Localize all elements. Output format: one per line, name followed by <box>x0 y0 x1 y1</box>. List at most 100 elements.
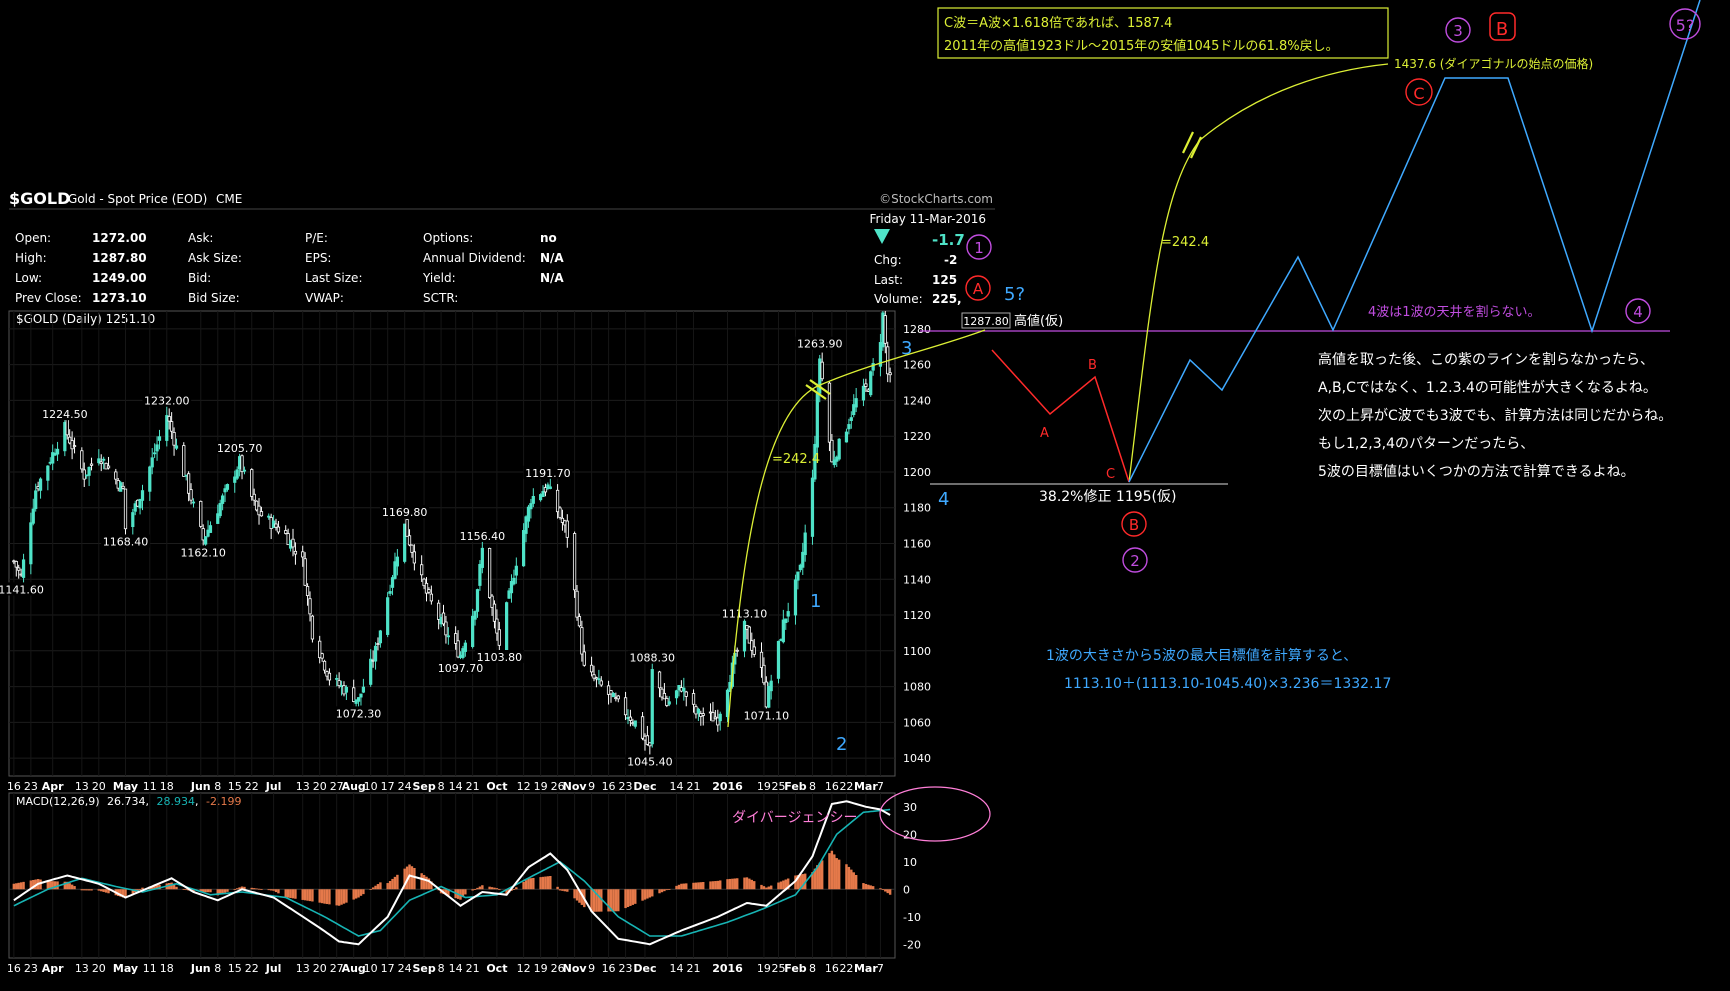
x-tick-label: 14 <box>449 780 463 793</box>
x-tick-label: 10 <box>364 780 378 793</box>
candle-body <box>174 445 179 449</box>
macd-hist-bar <box>786 878 790 890</box>
candle-body <box>337 680 341 687</box>
macd-hist-bar <box>124 889 127 899</box>
svg-text:2: 2 <box>1130 552 1140 570</box>
macd-hist-bar <box>847 866 851 890</box>
candle-body <box>140 490 145 501</box>
macd-hist-bar <box>813 868 817 890</box>
x-tick-label: 23 <box>619 962 633 975</box>
macd-hist-bar <box>867 884 870 890</box>
volume-label: Volume: <box>874 292 923 306</box>
macd-hist-bar <box>641 889 644 901</box>
macd-hist-bar <box>760 884 763 890</box>
y-tick-label: 1200 <box>903 466 931 479</box>
x-tick-label: 18 <box>160 780 174 793</box>
x-tick-label: Oct <box>486 780 507 793</box>
macd-hist-bar <box>580 889 584 905</box>
candle-body <box>150 457 154 468</box>
macd-hist-bar <box>665 889 669 891</box>
candle-body <box>320 653 324 659</box>
macd-hist-bar <box>498 889 501 891</box>
candle-body <box>427 589 431 593</box>
candle-body <box>38 478 43 491</box>
x-tick-label: Mar <box>854 962 878 975</box>
price-label: 1088.30 <box>630 652 676 665</box>
price-label-bg <box>741 708 791 722</box>
price-label-bg <box>625 754 675 768</box>
candle-body <box>121 485 125 489</box>
macd-hist-bar <box>748 878 751 890</box>
candle-body <box>606 685 611 695</box>
circle-label-3: 3 <box>1445 17 1471 43</box>
x-tick-label: Jul <box>265 962 282 975</box>
x-tick-label: Apr <box>42 780 64 793</box>
candle-body <box>762 664 766 684</box>
macd-hist-bar <box>631 889 635 905</box>
candle-body <box>393 561 397 579</box>
price-label-bg <box>474 650 524 664</box>
macd-hist-bar <box>286 889 290 898</box>
candle-body <box>276 526 281 533</box>
macd-hist-bar <box>49 881 52 890</box>
svg-text:B: B <box>1129 516 1139 534</box>
quote-key: Bid Size: <box>188 291 240 305</box>
macd-hist-bar <box>240 886 244 890</box>
svg-text:4: 4 <box>1633 303 1643 321</box>
candle-body <box>878 342 883 367</box>
candle-body <box>106 465 111 469</box>
candle-body <box>172 432 176 446</box>
x-tick-label: Sep <box>412 962 435 975</box>
candle-body <box>682 687 686 692</box>
macd-hist-bar <box>100 889 103 892</box>
candle-body <box>786 611 790 617</box>
x-tick-label: 20 <box>92 780 106 793</box>
macd-hist-bar <box>481 885 484 890</box>
quote-value: no <box>540 231 557 245</box>
candle-body <box>157 436 162 441</box>
macd-hist-bar <box>816 865 819 890</box>
price-axis: 1040 1060 1080 1100 1120 1140 1160 1180 1200 1220… <box>903 323 931 765</box>
quote-key: EPS: <box>305 251 331 265</box>
circle-label-1: 1 <box>966 234 992 260</box>
macd-hist-bar <box>464 889 467 895</box>
macd-hist-bar <box>541 876 545 890</box>
quote-key: Ask Size: <box>188 251 242 265</box>
macd-hist-bar <box>752 881 756 890</box>
macd-hist-bar <box>578 889 581 903</box>
macd-legend: MACD(12,26,9) 26.734, 28.934, -2.199 <box>16 795 242 808</box>
macd-hist-bar <box>337 889 341 906</box>
macd-hist-bar <box>340 889 343 905</box>
macd-hist-bar <box>206 889 210 893</box>
macd-hist-bar <box>784 879 787 890</box>
macd-hist-bar <box>595 889 598 912</box>
price-label: 1224.50 <box>42 408 88 421</box>
x-tick-label: 14 <box>670 962 684 975</box>
macd-hist-bar <box>19 882 23 890</box>
wave4-note: 4波は1波の天井を割らない。 <box>1368 304 1541 320</box>
y-tick-label: 1240 <box>903 394 931 407</box>
macd-hist-bar <box>430 881 433 890</box>
candle-body <box>390 577 395 588</box>
x-tick-label: 13 <box>75 780 89 793</box>
macd-hist-bar <box>175 886 178 890</box>
x-tick-label: 22 <box>839 780 853 793</box>
macd-hist-bar <box>558 889 562 891</box>
macd-hist-bar <box>267 889 270 891</box>
candle-body <box>844 431 849 443</box>
x-tick-label: 8 <box>809 962 816 975</box>
macd-hist-bar <box>70 884 74 890</box>
macd-tick-label: 10 <box>903 856 917 869</box>
candle-body <box>359 693 363 698</box>
x-tick-label: Nov <box>563 780 588 793</box>
candle-body <box>369 658 373 685</box>
circle-label-B-low: B <box>1121 511 1147 537</box>
macd-hist-bar <box>478 886 482 890</box>
candle-body <box>869 371 873 396</box>
x-tick-label: 27 <box>330 962 344 975</box>
macd-hist-bar <box>888 889 892 895</box>
square-label-B-top: B <box>1489 12 1516 41</box>
macd-hist-bar <box>354 889 358 899</box>
macd-hist-bar <box>410 866 414 890</box>
x-tick-label: Mar <box>854 780 878 793</box>
